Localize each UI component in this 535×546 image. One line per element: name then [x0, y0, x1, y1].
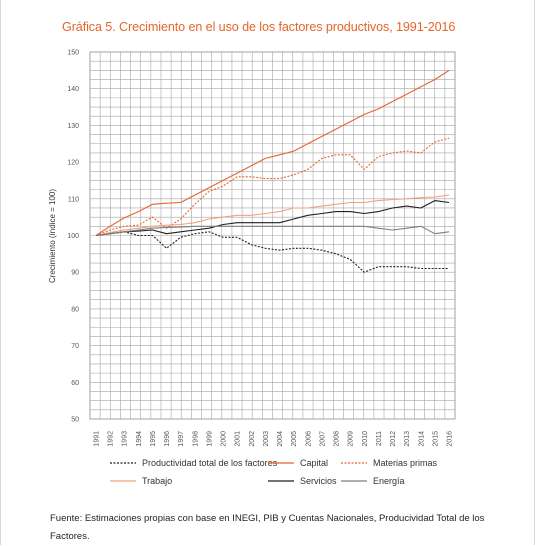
legend-label: Capital	[300, 458, 328, 468]
series-line-6	[95, 225, 450, 237]
x-tick-label: 1997	[178, 431, 185, 447]
series-lines	[95, 69, 450, 273]
legend-label: Energía	[373, 476, 405, 486]
x-tick-label: 2007	[319, 431, 326, 447]
x-tick-label: 1995	[150, 431, 157, 447]
series-line-4	[95, 194, 450, 237]
x-tick-label: 2013	[404, 431, 411, 447]
chart-title: Gráfica 5. Crecimiento en el uso de los …	[62, 20, 456, 34]
x-tick-label: 2004	[277, 431, 284, 447]
x-tick-label: 2012	[390, 431, 397, 447]
x-tick-label: 1991	[94, 431, 101, 447]
legend-label: Servicios	[300, 476, 337, 486]
y-tick-label: 50	[71, 417, 79, 424]
y-tick-label: 140	[67, 86, 79, 93]
x-tick-label: 1994	[136, 431, 143, 447]
chart-grid	[89, 51, 456, 420]
x-tick-label: 2002	[249, 431, 256, 447]
y-tick-label: 130	[67, 123, 79, 130]
y-tick-label: 120	[67, 160, 79, 167]
y-tick-label: 60	[71, 380, 79, 387]
source-note: Fuente: Estimaciones propias con base en…	[50, 513, 485, 542]
legend: Productividad total de los factores Capit…	[110, 458, 438, 486]
y-tick-label: 70	[71, 343, 79, 350]
series-line-5	[95, 200, 450, 237]
series-line-3	[95, 137, 450, 237]
x-tick-label: 2001	[235, 431, 242, 447]
x-tick-label: 2011	[376, 431, 383, 446]
x-tick-label: 2006	[305, 431, 312, 447]
x-tick-label: 2008	[334, 431, 341, 447]
x-tick-label: 2016	[447, 431, 454, 447]
x-tick-label: 2005	[291, 431, 298, 447]
x-tick-label: 1993	[122, 431, 129, 447]
x-tick-label: 2014	[418, 431, 425, 447]
x-tick-label: 2015	[432, 431, 439, 447]
y-tick-label: 80	[71, 306, 79, 313]
x-tick-label: 2009	[348, 431, 355, 447]
x-tick-label: 2010	[362, 431, 369, 447]
legend-label: Materias primas	[373, 458, 438, 468]
series-line-1	[95, 231, 449, 273]
x-tick-labels: 1991 1992 1993 1994 1995 1996 1997 1998 1999 2000…	[94, 431, 454, 447]
x-tick-label: 1998	[192, 431, 199, 447]
x-tick-label: 2003	[263, 431, 270, 447]
y-tick-label: 100	[67, 233, 79, 240]
x-tick-label: 1999	[206, 431, 213, 447]
y-tick-labels: 50 60 70 80 90 100 110 120 130 140 150	[67, 50, 79, 424]
x-tick-label: 2000	[221, 431, 228, 447]
y-tick-label: 90	[71, 270, 79, 277]
x-tick-label: 1996	[164, 431, 171, 447]
x-tick-label: 1992	[108, 431, 115, 447]
legend-label: Trabajo	[142, 476, 172, 486]
y-tick-label: 150	[67, 50, 79, 57]
y-tick-label: 110	[68, 196, 79, 203]
series-line-2	[95, 69, 450, 236]
y-axis-label: Crecimiento (índice = 100)	[48, 189, 57, 283]
legend-label: Productividad total de los factores	[142, 458, 278, 468]
